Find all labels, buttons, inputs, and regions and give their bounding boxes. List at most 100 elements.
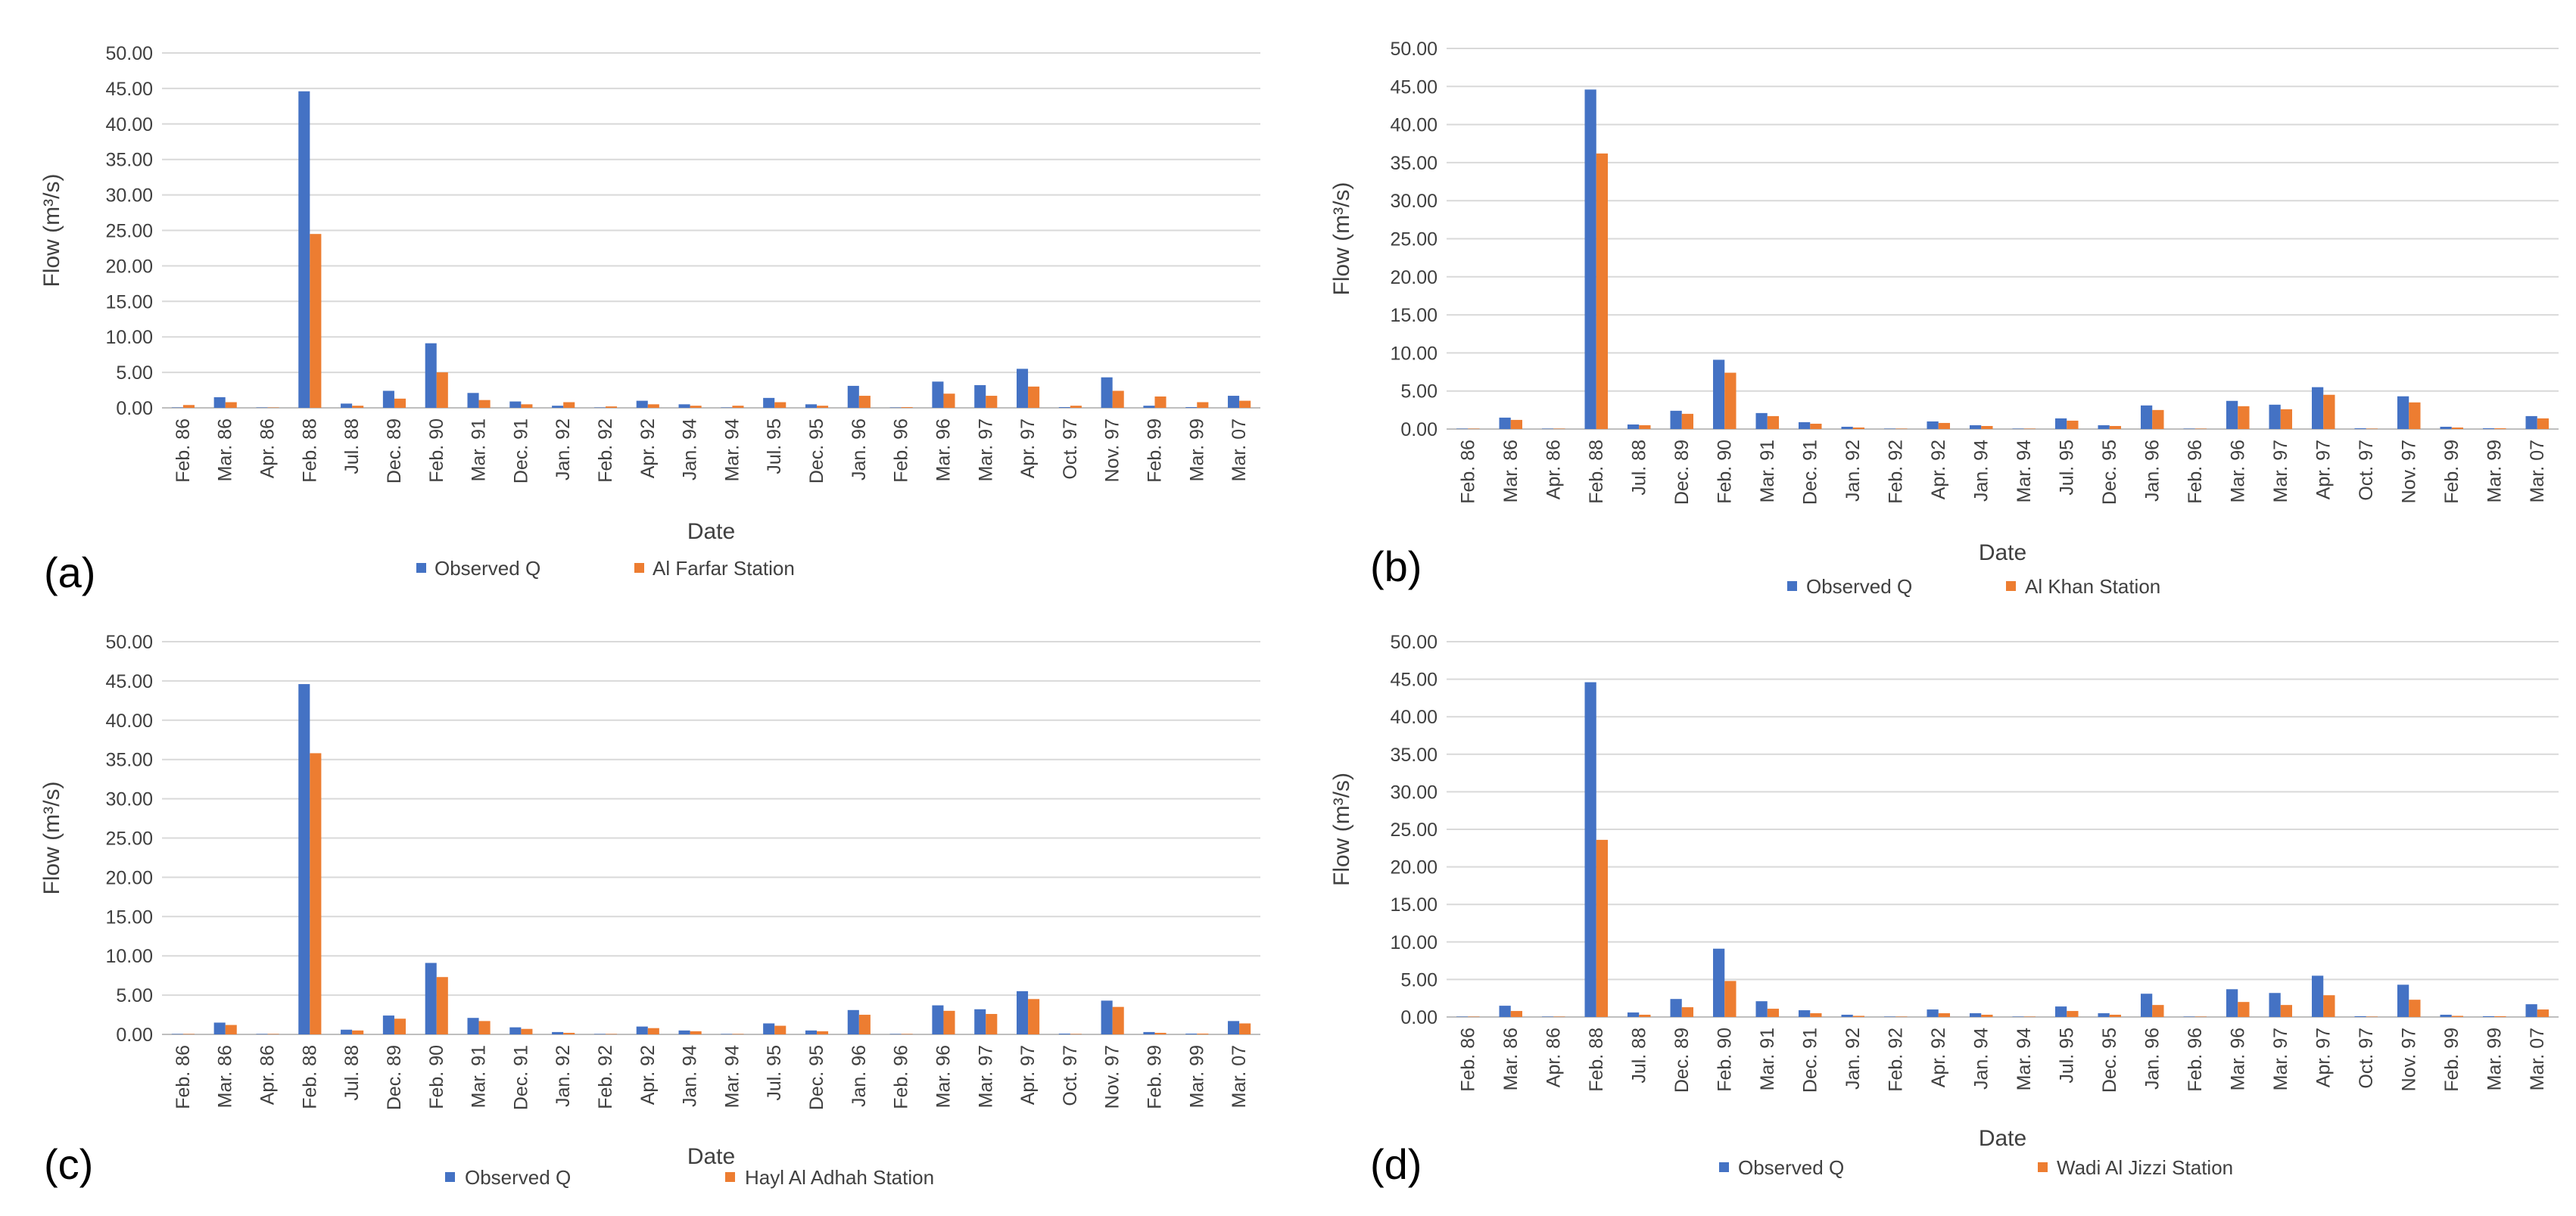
bar-simulated — [310, 753, 322, 1034]
bar-observed — [509, 1027, 522, 1034]
legend-swatch-observed — [416, 563, 426, 573]
y-axis-title: Flow (m³/s) — [1329, 773, 1354, 886]
x-tick-label: Mar. 86 — [1500, 1028, 1522, 1090]
x-tick-label: Apr. 92 — [1928, 440, 1949, 499]
x-tick-label: Mar. 86 — [215, 418, 236, 481]
legend-swatch-simulated — [2038, 1162, 2048, 1172]
chart-panel: 0.00 5.00 10.00 15.00 20.00 25.00 30.00 35.00 40… — [1329, 632, 2559, 1188]
x-tick-label: Feb. 99 — [1144, 418, 1165, 483]
x-tick-label: Mar. 97 — [975, 418, 996, 481]
bar-simulated — [1981, 1015, 1993, 1017]
y-tick-label: 45.00 — [1390, 76, 1438, 98]
bar-simulated — [858, 1015, 871, 1034]
bar-simulated — [2280, 409, 2293, 429]
bar-simulated — [1767, 1009, 1780, 1017]
x-tick-label: Nov. 97 — [1102, 418, 1123, 482]
bar-observed — [2354, 1016, 2366, 1017]
bar-observed — [552, 1031, 564, 1034]
bar-observed — [2525, 415, 2537, 429]
y-tick-label: 0.00 — [1400, 419, 1438, 440]
legend-swatch-simulated — [725, 1172, 735, 1182]
bar-simulated — [1197, 402, 1209, 408]
bar-simulated — [563, 402, 575, 408]
legend-label-simulated: Hayl Al Adhah Station — [745, 1166, 934, 1189]
x-tick-label: Jul. 88 — [341, 1045, 363, 1101]
x-tick-label: Jul. 95 — [2056, 440, 2077, 496]
x-tick-label: Dec. 91 — [1799, 440, 1821, 505]
bar-simulated — [774, 402, 787, 408]
x-tick-label: Jan. 94 — [1970, 1028, 1992, 1090]
x-tick-label: Feb. 90 — [1714, 1028, 1735, 1092]
bar-observed — [1969, 425, 1982, 429]
panel-label: (a) — [44, 549, 95, 596]
x-tick-label: Dec. 91 — [510, 1045, 531, 1110]
bar-simulated — [2366, 428, 2378, 429]
bar-simulated — [986, 396, 998, 408]
x-tick-label: Mar. 91 — [469, 418, 490, 481]
bar-simulated — [817, 1031, 829, 1034]
bar-simulated — [1596, 153, 1609, 429]
y-tick-label: 20.00 — [1390, 857, 1438, 879]
bar-observed — [1927, 1009, 1939, 1017]
bar-observed — [974, 384, 986, 408]
chart-panel: 0.00 5.00 10.00 15.00 20.00 25.00 30.00 35.00 40… — [39, 632, 1260, 1189]
x-tick-label: Mar. 96 — [933, 1045, 954, 1108]
y-tick-label: 10.00 — [105, 946, 153, 967]
y-tick-label: 40.00 — [105, 114, 153, 135]
bar-simulated — [605, 406, 618, 408]
y-tick-label: 15.00 — [1390, 305, 1438, 326]
panel-label: (c) — [44, 1140, 93, 1188]
x-tick-label: Jan. 92 — [553, 418, 574, 480]
x-tick-label: Jan. 92 — [1842, 440, 1864, 502]
bar-simulated — [521, 404, 533, 408]
x-tick-label: Dec. 89 — [1671, 440, 1693, 505]
x-tick-label: Feb. 88 — [1586, 440, 1607, 504]
bar-observed — [213, 1022, 226, 1034]
bar-observed — [341, 403, 353, 408]
x-tick-label: Mar. 99 — [2484, 1028, 2505, 1090]
x-tick-label: Mar. 97 — [2270, 440, 2291, 502]
bar-simulated — [2537, 418, 2550, 429]
bar-simulated — [1510, 419, 1523, 429]
bar-simulated — [1724, 981, 1737, 1017]
bar-observed — [1798, 421, 1811, 429]
bar-simulated — [1468, 428, 1480, 429]
y-tick-label: 20.00 — [105, 256, 153, 277]
x-tick-label: Jan. 96 — [849, 1045, 870, 1107]
bar-observed — [1755, 412, 1768, 429]
y-tick-label: 10.00 — [105, 327, 153, 348]
bar-observed — [2482, 428, 2495, 429]
x-tick-label: Feb. 86 — [173, 418, 194, 483]
x-tick-label: Feb. 90 — [426, 1045, 447, 1109]
bar-observed — [805, 404, 818, 408]
y-tick-label: 25.00 — [1390, 229, 1438, 250]
bar-observed — [1499, 1006, 1511, 1017]
bar-simulated — [1852, 427, 1865, 429]
y-tick-label: 50.00 — [105, 43, 153, 64]
bar-simulated — [2152, 1005, 2164, 1017]
x-tick-label: Dec. 91 — [1799, 1028, 1821, 1093]
legend-swatch-observed — [1787, 581, 1797, 591]
x-tick-label: Apr. 86 — [1543, 440, 1564, 499]
bar-observed — [763, 397, 775, 408]
bar-observed — [1016, 991, 1029, 1034]
x-tick-label: Feb. 99 — [2441, 1028, 2462, 1092]
y-tick-label: 5.00 — [1400, 381, 1438, 403]
bar-observed — [847, 385, 859, 408]
y-tick-label: 30.00 — [105, 185, 153, 207]
x-tick-label: Feb. 86 — [1457, 1028, 1478, 1092]
y-tick-label: 45.00 — [105, 79, 153, 100]
bar-observed — [1228, 396, 1240, 408]
bar-observed — [1755, 1001, 1768, 1017]
y-tick-label: 5.00 — [116, 362, 153, 384]
y-tick-label: 30.00 — [1390, 191, 1438, 212]
bar-observed — [2098, 425, 2110, 429]
y-tick-label: 0.00 — [116, 1025, 153, 1046]
bar-simulated — [1724, 372, 1737, 429]
x-tick-label: Apr. 97 — [1017, 418, 1039, 478]
bar-observed — [425, 963, 437, 1034]
x-tick-label: Apr. 97 — [1017, 1045, 1039, 1105]
x-tick-label: Feb. 88 — [299, 1045, 320, 1109]
bar-simulated — [310, 234, 322, 408]
